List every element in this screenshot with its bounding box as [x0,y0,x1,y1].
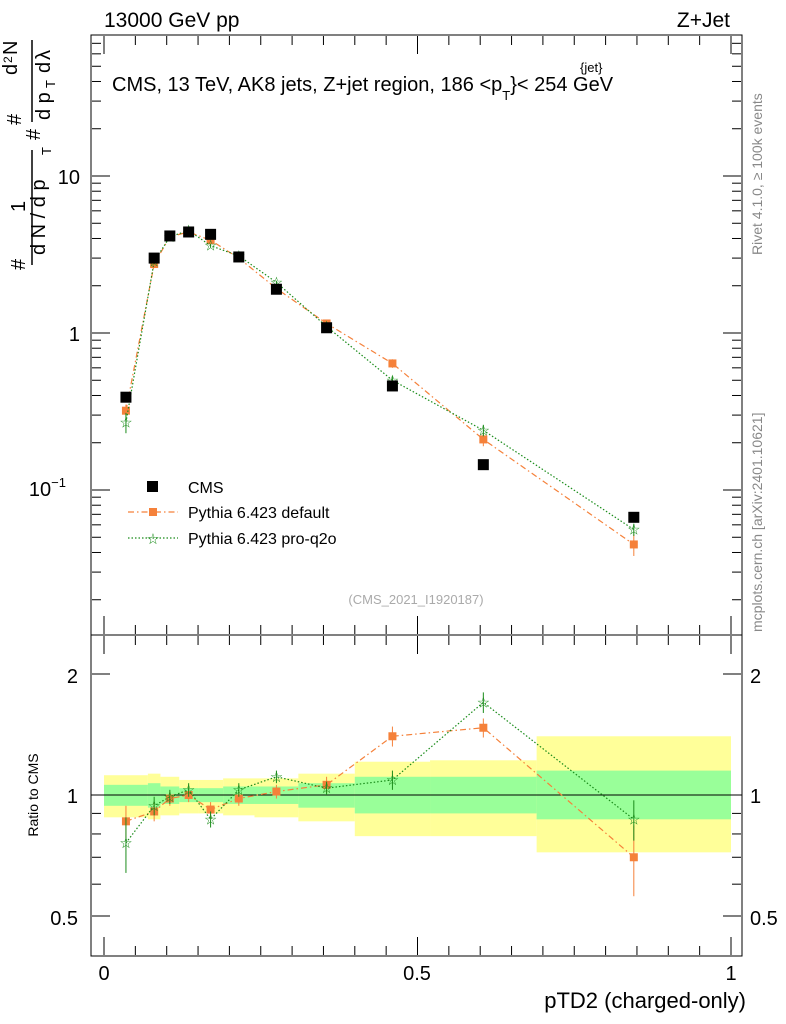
title-sup: {jet} [580,60,603,75]
proq2o-point: ☆ [204,238,217,255]
cms-point [270,283,282,295]
cms-point [183,226,195,238]
ratio-proq2o-point: ☆ [320,780,333,797]
cms-point [628,511,640,523]
cms-point [205,228,217,240]
svg-text:d: d [33,62,55,73]
ratio-proq2o-point: ☆ [204,811,217,828]
svg-text:2: 2 [1,56,15,63]
legend-proq2o-label: Pythia 6.423 pro-q2o [188,531,337,548]
cms-point [477,459,489,471]
ratio-ytick-1: 1 [67,786,78,808]
default-point [121,406,130,415]
analysis-id: (CMS_2021_I1920187) [348,592,483,607]
svg-text:#: # [4,113,26,125]
svg-text:T: T [39,147,54,155]
ratio-proq2o-point: ☆ [386,772,399,789]
main-ylabel: # d N / d p T 1 # d p T # d λ d 2 N [0,40,58,270]
ratio-ytick-2: 2 [67,666,78,688]
series-cms [120,226,640,523]
cms-point [148,252,160,264]
ytick-0p1: 10−1 [29,475,66,501]
legend-default-label: Pythia 6.423 default [188,505,330,522]
ratio-default-point [479,723,488,732]
title-sub: T [502,88,510,103]
default-point [388,359,397,368]
ratio-default-point [629,853,638,862]
svg-text:#: # [23,128,45,140]
legend: CMS Pythia 6.423 default ☆ Pythia 6.423 … [128,480,337,548]
ratio-proq2o-point: ☆ [163,789,176,806]
x-axis-label: pTD2 (charged-only) [544,988,746,1013]
svg-text:d: d [0,64,22,75]
svg-text:d N / d p: d N / d p [28,179,50,255]
ratio-proq2o-point: ☆ [232,782,245,799]
ratio-ytick-0p5: 0.5 [50,908,78,930]
x-axis-ticks [103,36,732,955]
proq2o-point: ☆ [627,522,640,539]
cms-point [386,380,398,392]
ratio-proq2o-point: ☆ [182,782,195,799]
cms-point [120,391,132,403]
svg-text:#: # [8,258,30,270]
ratio-default-point [206,805,215,814]
ratio-ytick-1-right: 1 [750,786,761,808]
ytick-10: 10 [58,167,80,189]
main-axis-ticks [92,42,741,601]
mcplots-site: mcplots.cern.ch [arXiv:2401.10621] [749,413,765,632]
svg-text:λ: λ [33,50,55,60]
ratio-default-point [388,732,397,741]
title-main: CMS, 13 TeV, AK8 jets, Z+jet region, 186… [112,74,502,96]
cms-point [321,322,333,334]
ytick-1: 1 [69,324,80,346]
ratio-bands [104,736,731,853]
proq2o-point: ☆ [477,422,490,439]
svg-text:1: 1 [8,201,30,212]
cms-point [233,251,245,263]
rivet-version: Rivet 4.1.0, ≥ 100k events [749,93,765,255]
ratio-default-point [272,787,281,796]
ratio-ytick-2-right: 2 [750,666,761,688]
default-point [479,435,488,444]
ratio-default-point [234,794,243,803]
ratio-series-proq2o: ☆☆☆ ☆☆☆☆☆ ☆☆☆ [119,692,641,873]
cms-point [164,230,176,242]
ratio-proq2o-point: ☆ [147,798,160,815]
title-end: }< 254 GeV [510,74,614,96]
xtick-0: 0 [98,963,109,985]
ratio-axis-ticks [92,673,741,917]
proq2o-point: ☆ [119,414,132,431]
ytick-0p1-base: 10 [29,479,51,501]
svg-text:CMS, 13 TeV, AK8 jets, Z+jet r: CMS, 13 TeV, AK8 jets, Z+jet region, 186… [112,74,614,103]
default-line [125,231,635,545]
plot-title: CMS, 13 TeV, AK8 jets, Z+jet region, 186… [112,60,614,103]
ratio-proq2o-point: ☆ [270,769,283,786]
ratio-proq2o-point: ☆ [119,835,132,852]
default-point [629,540,638,549]
ratio-proq2o-point: ☆ [477,694,490,711]
legend-cms-marker [147,481,158,492]
svg-text:d p: d p [33,92,55,120]
ytick-0p1-exp: −1 [51,475,66,490]
svg-text:N: N [0,41,22,55]
ratio-proq2o-point: ☆ [627,811,640,828]
header-energy: 13000 GeV pp [104,9,239,32]
legend-default-marker [149,508,157,516]
legend-proq2o-marker: ☆ [146,531,159,548]
ratio-ylabel: Ratio to CMS [25,753,41,836]
legend-cms-label: CMS [188,480,224,497]
default-point [206,236,215,245]
svg-text:T: T [43,80,58,88]
ratio-ytick-0p5-right: 0.5 [750,908,778,930]
proq2o-line [125,229,635,531]
header-process: Z+Jet [677,9,730,32]
xtick-0p5: 0.5 [403,963,431,985]
xtick-1: 1 [725,963,736,985]
